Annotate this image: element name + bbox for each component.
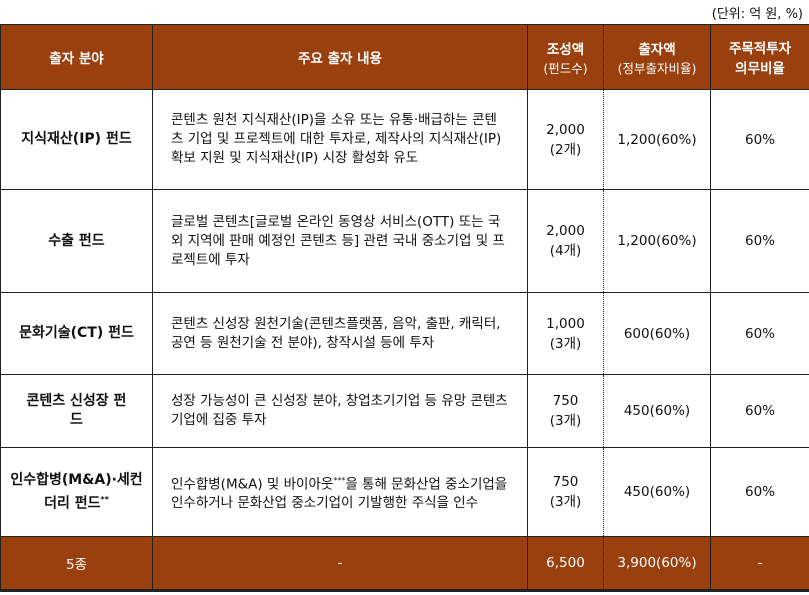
- fund-size: 1,000 (3개): [527, 292, 604, 375]
- fund-ratio: 60%: [710, 374, 809, 448]
- fund-invest: 600(60%): [603, 292, 711, 375]
- fund-table: 출자 분야 주요 출자 내용 조성액 (펀드수) 출자액 (정부출자비율) 주목적투…: [0, 24, 809, 592]
- fund-desc: 인수합병(M&A) 및 바이아웃***을 통해 문화산업 중소기업을 인수하거나…: [152, 447, 528, 537]
- fund-size: 750 (3개): [527, 447, 604, 537]
- fund-desc: 콘텐츠 원천 지식재산(IP)을 소유 또는 유통·배급하는 콘텐츠 기업 및 …: [152, 89, 528, 190]
- table-row: 인수합병(M&A)·세컨더리 펀드** 인수합병(M&A) 및 바이아웃***을…: [0, 447, 809, 537]
- fund-invest: 1,200(60%): [603, 89, 711, 190]
- header-content: 주요 출자 내용: [152, 24, 528, 90]
- fund-invest: 450(60%): [603, 374, 711, 448]
- fund-desc: 글로벌 콘텐츠[글로벌 온라인 동영상 서비스(OTT) 또는 국외 지역에 판…: [152, 189, 528, 293]
- unit-note: (단위: 억 원, %): [711, 7, 803, 22]
- fund-invest: 450(60%): [603, 447, 711, 537]
- table-row: 수출 펀드 글로벌 콘텐츠[글로벌 온라인 동영상 서비스(OTT) 또는 국외…: [0, 189, 809, 293]
- total-row: 5종 - 6,500 3,900(60%) -: [0, 536, 809, 592]
- fund-name: 수출 펀드: [0, 189, 153, 293]
- total-name: 5종: [0, 536, 153, 592]
- fund-size: 2,000 (4개): [527, 189, 604, 293]
- fund-ratio: 60%: [710, 89, 809, 190]
- table-row: 콘텐츠 신성장 펀드 성장 가능성이 큰 신성장 분야, 창업초기기업 등 유망…: [0, 374, 809, 448]
- fund-desc: 콘텐츠 신성장 원천기술(콘텐츠플랫폼, 음악, 출판, 캐릭터, 공연 등 원…: [152, 292, 528, 375]
- table-row: 문화기술(CT) 펀드 콘텐츠 신성장 원천기술(콘텐츠플랫폼, 음악, 출판,…: [0, 292, 809, 375]
- header-ratio: 주목적투자 의무비율: [710, 24, 809, 90]
- header-field: 출자 분야: [0, 24, 153, 90]
- fund-size: 2,000 (2개): [527, 89, 604, 190]
- fund-invest: 1,200(60%): [603, 189, 711, 293]
- fund-ratio: 60%: [710, 189, 809, 293]
- fund-name: 지식재산(IP) 펀드: [0, 89, 153, 190]
- fund-name: 인수합병(M&A)·세컨더리 펀드**: [0, 447, 153, 537]
- total-desc: -: [152, 536, 528, 592]
- fund-desc: 성장 가능성이 큰 신성장 분야, 창업초기기업 등 유망 콘텐츠기업에 집중 …: [152, 374, 528, 448]
- header-row: 출자 분야 주요 출자 내용 조성액 (펀드수) 출자액 (정부출자비율) 주목적투…: [0, 24, 809, 90]
- fund-ratio: 60%: [710, 292, 809, 375]
- total-size: 6,500: [527, 536, 604, 592]
- total-ratio: -: [710, 536, 809, 592]
- fund-name: 콘텐츠 신성장 펀드: [0, 374, 153, 448]
- header-invest: 출자액 (정부출자비율): [603, 24, 711, 90]
- fund-size: 750 (3개): [527, 374, 604, 448]
- fund-name: 문화기술(CT) 펀드: [0, 292, 153, 375]
- table-row: 지식재산(IP) 펀드 콘텐츠 원천 지식재산(IP)을 소유 또는 유통·배급…: [0, 89, 809, 190]
- header-size: 조성액 (펀드수): [527, 24, 604, 90]
- total-invest: 3,900(60%): [603, 536, 711, 592]
- fund-ratio: 60%: [710, 447, 809, 537]
